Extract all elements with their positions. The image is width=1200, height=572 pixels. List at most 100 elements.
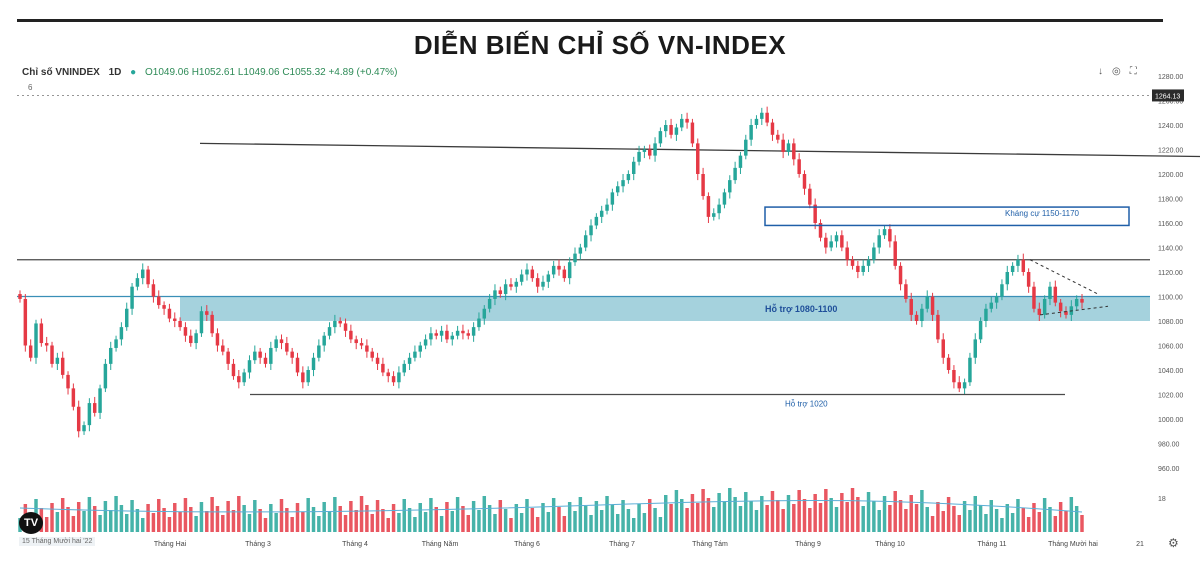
- candle: [242, 368, 246, 386]
- candle-body: [674, 127, 679, 135]
- volume-bar: [690, 494, 695, 532]
- candle-body: [573, 253, 577, 263]
- fullscreen-icon[interactable]: ⛶: [1129, 66, 1146, 77]
- candle-body: [1053, 286, 1058, 303]
- candle-body: [845, 247, 849, 260]
- candle: [626, 170, 631, 184]
- candle-body: [696, 143, 700, 174]
- volume-bar: [338, 506, 342, 532]
- volume-bar: [952, 506, 956, 532]
- candle-body: [1026, 272, 1031, 287]
- candle-body: [205, 311, 209, 315]
- candle: [343, 318, 348, 337]
- candle-body: [776, 134, 780, 140]
- volume-bar: [1048, 507, 1052, 532]
- volume-bar: [1037, 512, 1042, 532]
- volume-bar: [343, 515, 348, 532]
- volume-bar: [904, 509, 908, 532]
- volume-bar: [599, 510, 604, 532]
- volume-bar: [269, 504, 273, 532]
- candle: [631, 156, 636, 181]
- candle: [685, 112, 689, 129]
- volume-bar: [626, 509, 631, 532]
- candle: [658, 127, 663, 148]
- volume-bar: [541, 503, 545, 532]
- volume-bar: [610, 505, 615, 532]
- candle-body: [322, 335, 326, 346]
- volume-bar: [701, 489, 705, 532]
- candle: [1016, 254, 1020, 272]
- volume-bar: [760, 496, 764, 532]
- candle: [1021, 253, 1026, 276]
- candle-body: [914, 314, 919, 321]
- candle: [311, 352, 316, 377]
- candle: [519, 269, 524, 286]
- volume-bar: [327, 511, 332, 532]
- candle-body: [1042, 298, 1047, 315]
- candle-body: [786, 143, 791, 152]
- candle: [322, 332, 326, 352]
- candle: [882, 225, 887, 239]
- volume-bar: [728, 488, 732, 532]
- candle-body: [589, 225, 593, 236]
- candle-body: [984, 308, 988, 321]
- candle: [18, 290, 22, 303]
- volume-bar: [285, 508, 289, 532]
- candle: [760, 107, 764, 125]
- candle: [728, 175, 732, 199]
- download-icon[interactable]: ↓: [1098, 66, 1112, 77]
- price-axis: 1280.00 1260.00 1240.00 1220.00 1200.00 1180.…: [1152, 74, 1184, 503]
- candle: [445, 324, 449, 344]
- candle: [98, 384, 102, 419]
- candle: [76, 400, 81, 438]
- ohlc-readout: O1049.06 H1052.61 L1049.06 C1055.32 +4.8…: [144, 67, 398, 78]
- candle-body: [882, 229, 887, 236]
- volume-bar: [92, 506, 97, 532]
- candle: [258, 347, 262, 364]
- symbol-name[interactable]: Chỉ số VNINDEX: [22, 67, 100, 78]
- candle: [952, 365, 956, 389]
- candle: [263, 352, 268, 368]
- candle-body: [514, 281, 519, 287]
- candle: [1026, 268, 1031, 293]
- volume-bar: [1032, 503, 1036, 532]
- candle-body: [605, 204, 609, 211]
- volume-bar: [856, 497, 860, 532]
- candle-body: [124, 308, 129, 328]
- volume-bar: [738, 506, 743, 532]
- settings-icon[interactable]: ⚙: [1168, 536, 1179, 550]
- volume-bar: [205, 511, 209, 532]
- candle: [818, 219, 823, 242]
- candle-body: [199, 311, 204, 334]
- volume-bar: [60, 498, 65, 532]
- volume-bar: [66, 507, 70, 532]
- candle-body: [802, 174, 807, 189]
- candle: [621, 174, 625, 193]
- volume-bars: [18, 488, 1084, 532]
- candle: [407, 352, 412, 370]
- volume-bar: [1074, 506, 1079, 532]
- timeframe[interactable]: 1D: [108, 67, 122, 78]
- candle-body: [28, 345, 33, 358]
- candle-body: [285, 343, 289, 352]
- candle-body: [546, 274, 551, 282]
- candle: [567, 257, 572, 285]
- volume-bar: [770, 491, 775, 532]
- candle-body: [968, 357, 972, 383]
- candle: [391, 371, 396, 386]
- camera-icon[interactable]: ◎: [1112, 66, 1130, 77]
- volume-bar: [621, 500, 625, 532]
- candle: [792, 138, 796, 166]
- volume-bar: [322, 502, 326, 532]
- volume-bar: [797, 490, 801, 532]
- candle-body: [952, 370, 956, 383]
- volume-bar: [146, 504, 150, 532]
- candle: [338, 317, 342, 328]
- volume-bar: [1000, 518, 1004, 532]
- candle-body: [119, 327, 124, 340]
- candle-body: [162, 305, 166, 309]
- candle: [141, 263, 145, 285]
- candle: [509, 278, 513, 291]
- candle: [1032, 281, 1036, 313]
- candle-body: [637, 151, 641, 162]
